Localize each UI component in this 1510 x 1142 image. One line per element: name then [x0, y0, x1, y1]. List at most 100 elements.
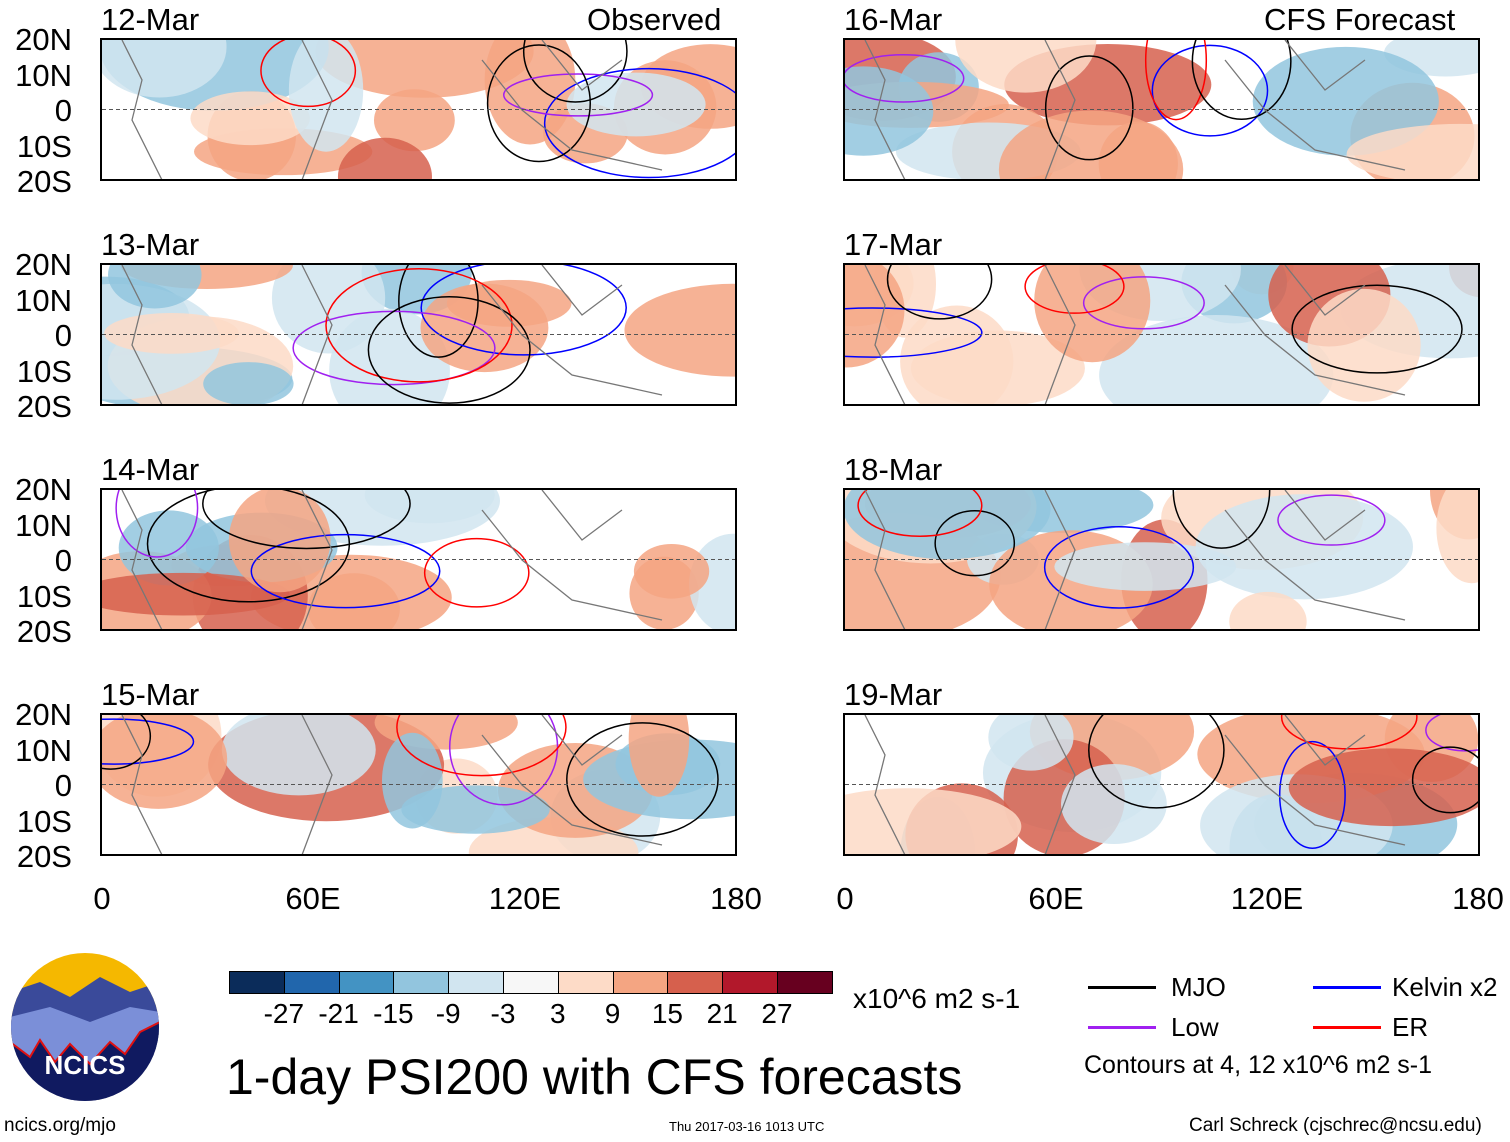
x-tick: 120E [1230, 881, 1304, 916]
coastline [121, 490, 663, 629]
anomaly-shading [628, 715, 690, 797]
contour-line [1024, 265, 1125, 314]
anomaly-shading [1034, 265, 1151, 363]
contour-line [566, 722, 719, 837]
legend-kelvin: Kelvin x2 [1392, 972, 1498, 1002]
contour-line [1278, 740, 1346, 850]
y-tick: 10N [15, 732, 72, 768]
colorbar-box [448, 971, 504, 994]
anomaly-shading [108, 265, 202, 309]
anomaly-shading [228, 490, 331, 593]
anomaly-shading [955, 40, 1097, 93]
contour-line [934, 510, 1016, 577]
contour-line [398, 265, 479, 358]
y-tick: 20N [15, 697, 72, 732]
contour-line [202, 490, 411, 550]
forecast-label: CFS Forecast [1264, 2, 1456, 37]
contour-line [1088, 715, 1225, 809]
colorbar-label: -9 [435, 998, 461, 1029]
anomaly-shading [364, 490, 495, 524]
colorbar-box [777, 971, 833, 994]
coastline [864, 40, 1406, 179]
map-panel [843, 713, 1480, 856]
observed-label: Observed [587, 2, 722, 37]
panel-date: 19-Mar [844, 677, 943, 712]
x-tick: 0 [93, 881, 111, 916]
y-tick: 0 [54, 318, 72, 353]
ncics-logo: NCICS [11, 953, 159, 1101]
contour-line [367, 296, 531, 404]
figure-title: 1-day PSI200 with CFS forecasts [226, 1049, 963, 1105]
contour-line [1411, 746, 1478, 814]
anomaly-shading [420, 283, 549, 373]
x-tick: 60E [285, 881, 341, 916]
panel-date: 18-Mar [844, 452, 943, 487]
anomaly-shading [1346, 123, 1478, 179]
contour-line [1172, 490, 1271, 549]
x-tick: 180 [1452, 881, 1504, 916]
contour-line [1280, 715, 1418, 750]
legend-line-kelvin [1313, 986, 1381, 989]
contour-line [486, 44, 592, 163]
anomaly-shading [1054, 542, 1237, 591]
colorbar-box [612, 971, 669, 994]
legend-mjo: MJO [1171, 972, 1226, 1002]
logo-text: NCICS [45, 1050, 126, 1080]
map-panel [100, 488, 737, 631]
contour-line [423, 537, 530, 608]
panel-date: 15-Mar [101, 677, 200, 712]
contour-line [102, 715, 152, 770]
y-tick: 10S [16, 353, 72, 389]
colorbar-label: -3 [490, 998, 516, 1029]
colorbar-label: 21 [706, 998, 738, 1029]
legend-er: ER [1392, 1012, 1429, 1042]
anomaly-shading [900, 305, 1014, 404]
anomaly-shading [288, 40, 364, 152]
y-tick: 0 [54, 543, 72, 578]
colorbar-label: -21 [318, 998, 359, 1029]
coastline [121, 265, 663, 404]
contour-line [886, 265, 993, 320]
map-panel [100, 263, 737, 406]
contour-line [1191, 40, 1292, 120]
anomaly-shading [633, 543, 710, 599]
footer-url[interactable]: ncics.org/mjo [4, 1115, 116, 1136]
legend-low: Low [1171, 1012, 1219, 1042]
contour-line [522, 40, 628, 103]
panel-date: 13-Mar [101, 227, 200, 262]
colorbar-box [338, 971, 395, 994]
colorbar-box [283, 971, 340, 994]
colorbar-units: x10^6 m2 s-1 [853, 983, 1021, 1014]
y-tick: 10N [15, 57, 72, 93]
anomaly-shading [845, 490, 1051, 560]
contour-line [845, 307, 983, 358]
y-tick: 20S [16, 389, 72, 424]
colorbar-label: 27 [761, 998, 793, 1029]
contour-line [448, 715, 559, 806]
contour-line [857, 490, 983, 537]
anomaly-shading [1195, 494, 1413, 600]
contour-line [1425, 715, 1478, 752]
contour-line [1082, 276, 1205, 330]
coastline [864, 490, 1406, 629]
coastline [864, 715, 1406, 854]
x-tick: 60E [1028, 881, 1084, 916]
coastline [864, 265, 1406, 404]
legend-line-mjo [1088, 986, 1156, 989]
anomaly-shading [102, 715, 228, 809]
y-tick: 10S [16, 128, 72, 164]
anomaly-shading [1307, 288, 1421, 402]
anomaly-shading [221, 715, 376, 796]
map-panel [100, 713, 737, 856]
y-tick: 20N [15, 22, 72, 57]
legend-line-low [1088, 1026, 1156, 1029]
anomaly-shading [104, 312, 239, 354]
contour-line [1277, 494, 1386, 546]
anomaly-shading [374, 89, 455, 152]
contour-line [1044, 55, 1134, 161]
contour-line [250, 533, 441, 609]
contour-line [115, 490, 199, 558]
anomaly-shading [1252, 46, 1439, 156]
legend-line-er [1313, 1026, 1381, 1029]
